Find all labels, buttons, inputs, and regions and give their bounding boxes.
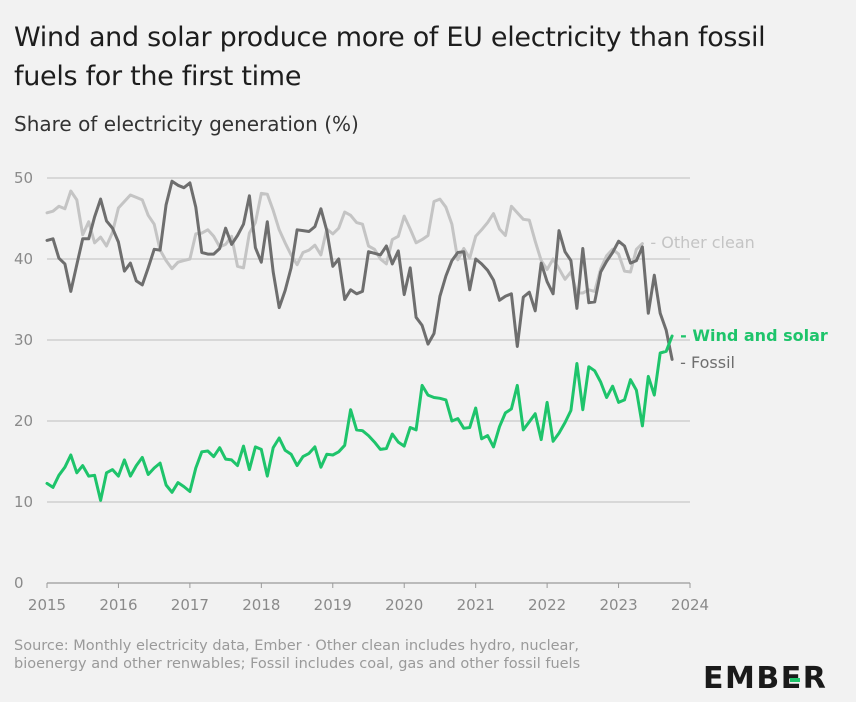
ember-logo: EMBER: [703, 661, 828, 696]
x-tick-label: 2015: [28, 596, 66, 614]
series-line-other-clean: [45, 189, 644, 295]
series-line-wind-solar: [45, 334, 674, 502]
x-tick-label: 2019: [314, 596, 352, 614]
end-labels: - Other clean - Wind and solar - Fossil: [650, 233, 828, 372]
x-tick-label: 2018: [242, 596, 280, 614]
y-tick-label: 40: [14, 250, 33, 268]
x-tick-label: 2016: [99, 596, 137, 614]
end-label-fossil: - Fossil: [680, 353, 735, 372]
end-label-other-clean: - Other clean: [650, 233, 754, 252]
y-tick-label: 30: [14, 331, 33, 349]
series-line-fossil: [45, 179, 674, 361]
x-tick-label: 2021: [457, 596, 495, 614]
end-label-wind-solar: - Wind and solar: [680, 326, 828, 345]
y-tick-label: 20: [14, 412, 33, 430]
source-note: Source: Monthly electricity data, Ember …: [14, 638, 581, 672]
x-tick-label: 2023: [599, 596, 637, 614]
y-tick-label: 10: [14, 493, 33, 511]
x-tick-label: 2022: [528, 596, 566, 614]
x-tick-label: 2017: [171, 596, 209, 614]
axis-labels: 0 10 20 30 40 50 2015 2016 2017 2018 2019 2020 2021 2…: [14, 169, 709, 614]
y-tick-label: 50: [14, 169, 33, 187]
gridlines: [47, 177, 690, 584]
y-tick-label: 0: [14, 574, 24, 592]
chart-title: Wind and solar produce more of EU electr…: [14, 22, 766, 92]
x-tick-label: 2024: [671, 596, 709, 614]
line-chart: 0 10 20 30 40 50 2015 2016 2017 2018 2019 2020 2021 2…: [14, 169, 828, 614]
x-tick-label: 2020: [385, 596, 423, 614]
chart-subtitle: Share of electricity generation (%): [14, 112, 359, 136]
series-lines: [45, 179, 674, 502]
